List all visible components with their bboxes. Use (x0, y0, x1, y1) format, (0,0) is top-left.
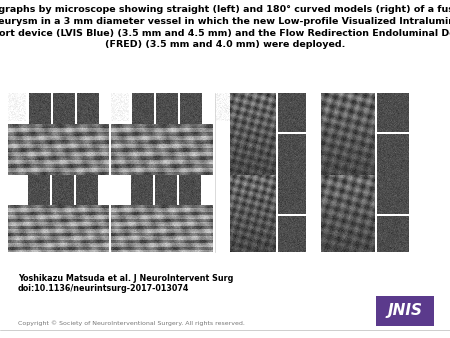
Text: Copyright © Society of NeuroInterventional Surgery. All rights reserved.: Copyright © Society of NeuroIntervention… (18, 320, 245, 326)
Bar (376, 296, 434, 326)
Text: Yoshikazu Matsuda et al. J NeuroIntervent Surg
doi:10.1136/neurintsurg-2017-0130: Yoshikazu Matsuda et al. J NeuroInterven… (18, 274, 234, 293)
Text: Photographs by microscope showing straight (left) and 180° curved models (right): Photographs by microscope showing straig… (0, 5, 450, 49)
Text: JNIS: JNIS (387, 304, 423, 318)
